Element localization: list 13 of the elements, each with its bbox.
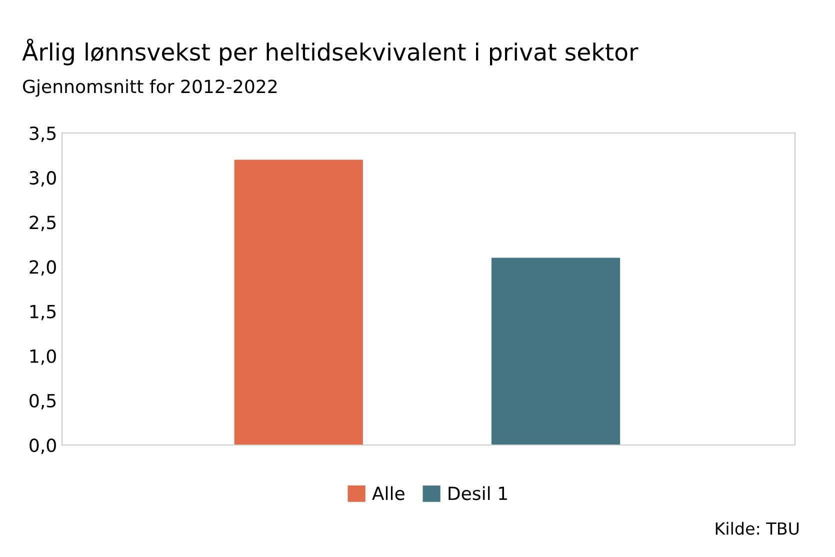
text: Kilde: TBU xyxy=(716,522,799,535)
chart-title: Årlig lønnsvekst per heltidsekvivalent i privat sektor xyxy=(22,38,638,66)
y-tick-label: 3,5 xyxy=(30,126,56,142)
chart-subtitle: Gjennomsnitt for 2012-2022 xyxy=(23,79,277,97)
legend-label: Desil 1 xyxy=(448,486,507,500)
y-tick-label: 3,0 xyxy=(30,171,56,187)
y-tick-label: 2,0 xyxy=(30,260,56,276)
y-tick-label: 0,0 xyxy=(30,438,56,454)
y-tick-label: 0,5 xyxy=(30,394,56,410)
legend-label: Alle xyxy=(372,486,404,500)
y-tick-label: 2,5 xyxy=(30,216,56,232)
y-tick-label: 1,5 xyxy=(30,304,56,320)
y-tick-label: 1,0 xyxy=(30,349,56,365)
